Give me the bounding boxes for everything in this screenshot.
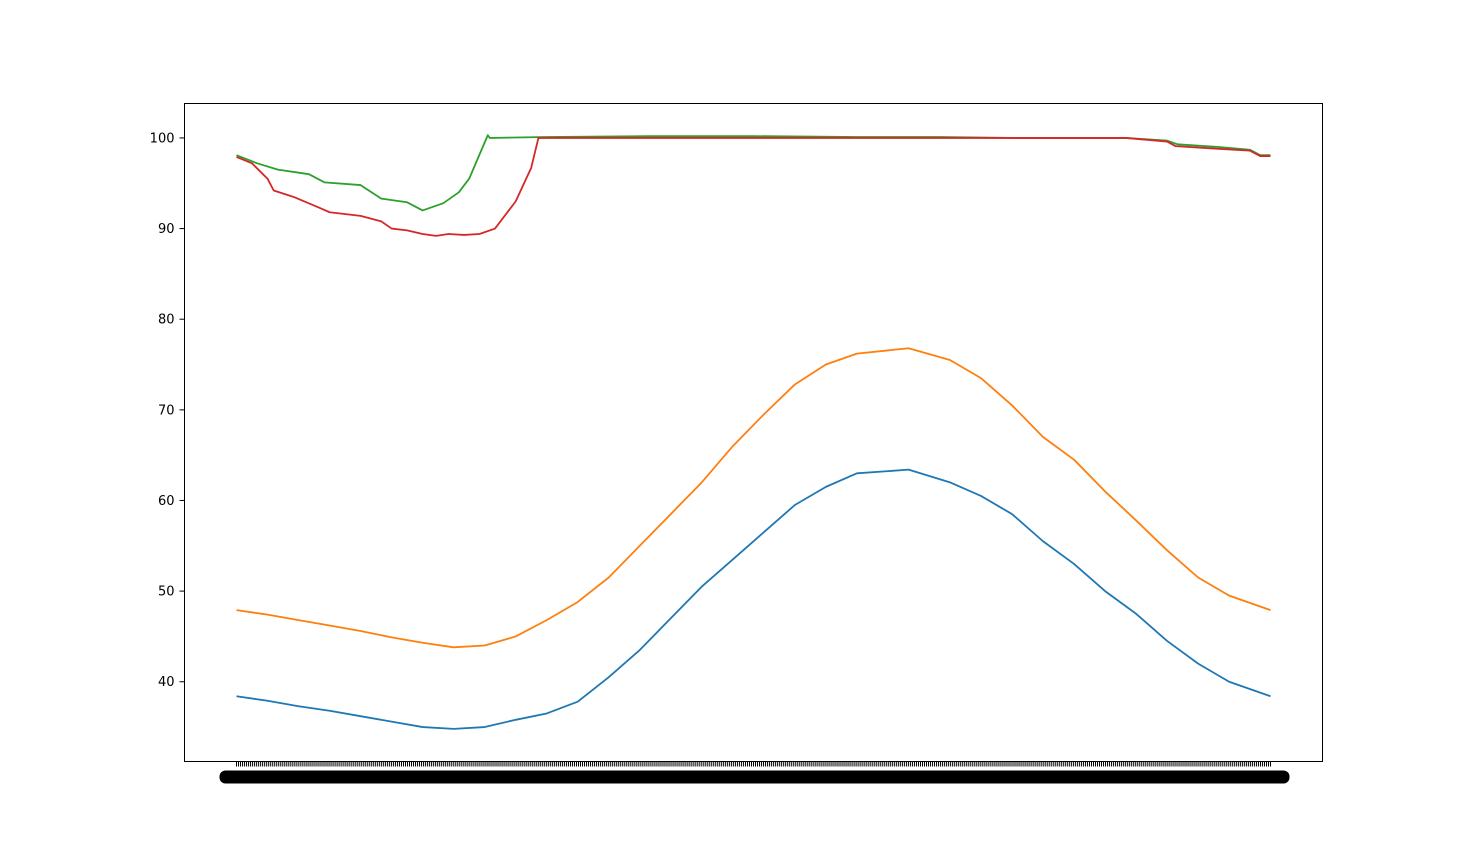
y-tick-label: 40 <box>158 675 175 690</box>
series-line-2 <box>236 347 1271 649</box>
series-line-4 <box>236 137 1271 237</box>
y-tick-label: 80 <box>158 313 175 328</box>
x-tick-marks <box>236 761 1271 767</box>
y-tick-label: 90 <box>158 222 175 237</box>
y-tick-label: 70 <box>158 403 175 418</box>
y-tick-label: 60 <box>158 494 175 509</box>
series-layer <box>236 134 1271 730</box>
y-axis: 40 50 60 70 80 90 100 <box>150 131 185 690</box>
x-axis <box>219 761 1290 784</box>
series-line-1 <box>236 468 1271 730</box>
y-tick-label: 100 <box>150 131 175 146</box>
y-tick-label: 50 <box>158 585 175 600</box>
plot-frame <box>184 103 1323 762</box>
series-line-3 <box>236 134 1271 212</box>
x-tick-labels-overlap <box>219 770 1290 784</box>
